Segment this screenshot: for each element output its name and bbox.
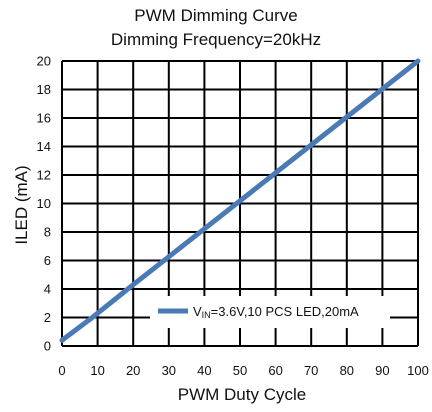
x-tick-label: 40 xyxy=(197,363,211,378)
y-tick-label: 18 xyxy=(37,82,51,97)
y-tick-label: 6 xyxy=(44,253,51,268)
y-tick-label: 20 xyxy=(37,54,51,69)
legend-entry-subscript: IN xyxy=(202,310,211,320)
legend-box xyxy=(150,296,390,328)
x-tick-label: 90 xyxy=(375,363,389,378)
x-tick-label: 100 xyxy=(407,363,429,378)
x-tick-label: 60 xyxy=(268,363,282,378)
x-tick-label: 30 xyxy=(162,363,176,378)
series-layer xyxy=(59,58,421,343)
y-tick-label: 16 xyxy=(37,111,51,126)
x-axis-label: PWM Duty Cycle xyxy=(178,385,306,404)
y-tick-label: 10 xyxy=(37,196,51,211)
series-line xyxy=(59,58,421,343)
y-tick-label: 2 xyxy=(44,310,51,325)
y-tick-label: 8 xyxy=(44,225,51,240)
y-tick-label: 4 xyxy=(44,282,51,297)
chart-subtitle: Dimming Frequency=20kHz xyxy=(110,30,322,49)
x-tick-label: 20 xyxy=(126,363,140,378)
y-tick-label: 0 xyxy=(44,339,51,354)
tick-labels: 0 10 20 30 40 50 60 70 80 90 100 0 2 4 6 8 10 12 14 16 18 20 xyxy=(37,54,429,379)
legend-entry: VIN=3.6V,10 PCS LED,20mA xyxy=(193,304,359,320)
legend-entry-rest: =3.6V,10 PCS LED,20mA xyxy=(211,304,359,319)
x-tick-label: 0 xyxy=(58,363,65,378)
x-tick-label: 80 xyxy=(340,363,354,378)
legend: VIN=3.6V,10 PCS LED,20mA xyxy=(150,296,390,328)
y-axis-label: ILED (mA) xyxy=(12,165,31,244)
y-tick-label: 14 xyxy=(37,139,51,154)
x-tick-label: 10 xyxy=(90,363,104,378)
y-tick-label: 12 xyxy=(37,168,51,183)
legend-entry-main: V xyxy=(193,304,202,319)
x-tick-label: 70 xyxy=(304,363,318,378)
x-tick-label: 50 xyxy=(233,363,247,378)
chart-title: PWM Dimming Curve xyxy=(134,6,298,25)
